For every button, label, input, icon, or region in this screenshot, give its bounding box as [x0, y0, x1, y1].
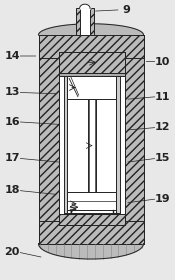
Text: 12: 12 [155, 122, 170, 132]
Text: 18: 18 [5, 185, 20, 195]
Text: 9: 9 [122, 5, 130, 15]
Polygon shape [38, 244, 144, 259]
Text: 13: 13 [5, 87, 20, 97]
Text: 11: 11 [155, 92, 170, 102]
Bar [80, 8, 90, 35]
Bar [67, 76, 116, 99]
Text: 15: 15 [155, 153, 170, 163]
Bar [116, 76, 120, 214]
Text: 10: 10 [155, 57, 170, 67]
Bar [38, 35, 144, 58]
Bar [59, 52, 125, 73]
Bar [38, 221, 144, 244]
Bar [67, 192, 116, 210]
Text: 16: 16 [4, 117, 20, 127]
Bar [76, 8, 94, 35]
Text: 19: 19 [155, 194, 171, 204]
Bar [59, 73, 125, 76]
Bar [59, 52, 125, 225]
Bar [64, 76, 67, 214]
Text: 17: 17 [5, 153, 20, 163]
Polygon shape [38, 24, 144, 35]
Text: 14: 14 [4, 51, 20, 61]
Bar [64, 213, 120, 214]
Bar [88, 99, 96, 192]
Bar [38, 35, 59, 244]
Text: 20: 20 [5, 247, 20, 257]
Bar [123, 35, 144, 244]
Bar [59, 214, 125, 225]
